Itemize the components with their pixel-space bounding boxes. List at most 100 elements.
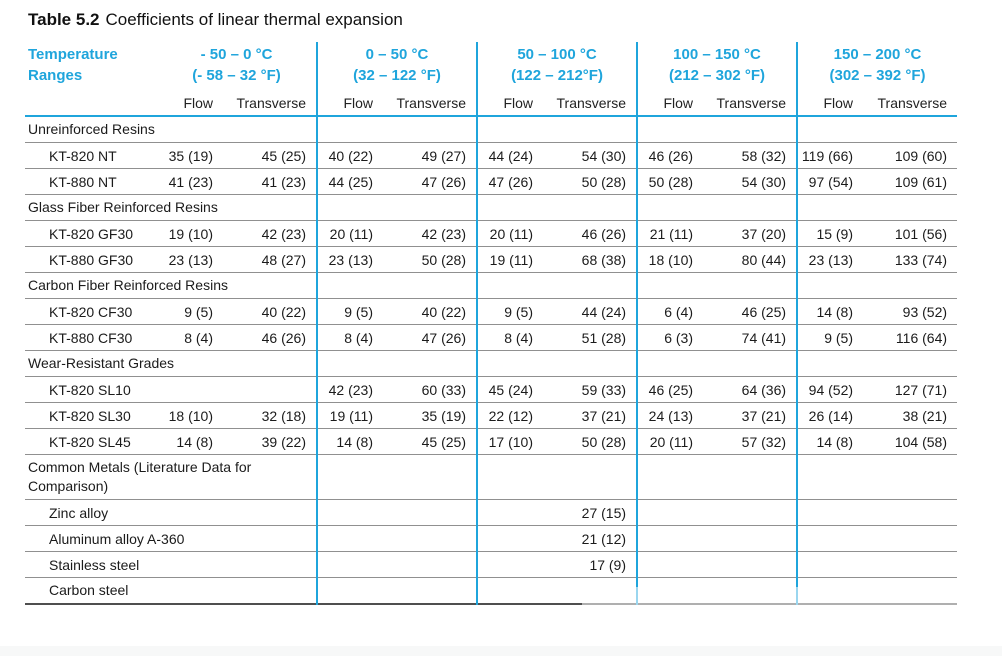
empty-cell <box>863 116 957 143</box>
value-cell: 45 (24) <box>476 376 543 403</box>
group-row: Glass Fiber Reinforced Resins <box>25 194 958 221</box>
value-cell: 116 (64) <box>895 329 948 346</box>
empty-cell <box>383 455 477 500</box>
value-cell <box>383 578 477 604</box>
temp-range-header: - 50 – 0 °C (- 58 – 32 °F) <box>157 42 317 92</box>
value-cell: 8 (4) <box>476 324 543 351</box>
subcol-header-flow: Flow <box>316 92 383 116</box>
value-cell: 18 (10) <box>636 246 704 273</box>
value-cell: 40 (22) <box>316 142 383 169</box>
empty-cell <box>383 195 477 221</box>
value-cell: 42 (23) <box>421 225 466 242</box>
empty-cell <box>636 350 704 377</box>
empty-cell <box>383 351 477 377</box>
value-cell: 9 (5) <box>796 324 864 351</box>
value-cell: 20 (11) <box>476 220 543 247</box>
value-cell: 9 (5) <box>184 303 213 320</box>
value-cell: 27 (15) <box>581 504 627 521</box>
row-label: KT-820 NT <box>49 147 117 164</box>
value-cell: 42 (23) <box>316 376 383 403</box>
value-cell: 94 (52) <box>796 376 864 403</box>
value-cell: 57 (32) <box>741 433 787 450</box>
range-celsius: - 50 – 0 °C <box>200 46 273 63</box>
empty-cell <box>316 116 383 143</box>
value-cell: 6 (3) <box>636 324 704 351</box>
value-cell: 17 (10) <box>476 428 543 455</box>
value-cell: 54 (30) <box>581 147 627 164</box>
value-cell: 44 (24) <box>476 142 543 169</box>
empty-cell <box>863 351 957 377</box>
value-cell: 38 (21) <box>902 407 948 424</box>
value-cell <box>796 499 864 526</box>
empty-cell <box>383 116 477 143</box>
empty-cell <box>796 350 864 377</box>
temp-range-header: 0 – 50 °C (32 – 122 °F) <box>316 42 477 92</box>
row-label: Aluminum alloy A-360 <box>49 530 185 547</box>
value-cell: 46 (25) <box>636 376 704 403</box>
temperature-ranges-line2: Ranges <box>28 67 83 84</box>
empty-cell <box>316 454 383 500</box>
row-label: KT-820 SL10 <box>49 381 131 398</box>
value-cell <box>383 500 477 526</box>
value-cell: 23 (13) <box>168 251 213 268</box>
value-cell: 8 (4) <box>184 329 213 346</box>
value-cell <box>636 499 704 526</box>
value-cell <box>703 500 797 526</box>
value-cell: 17 (9) <box>589 556 627 573</box>
empty-cell <box>476 454 543 500</box>
temperature-ranges-line1: Temperature <box>28 46 118 63</box>
page-bottom-strip <box>0 646 1002 656</box>
header-subcolumn-row: Flow Transverse Flow Transverse Flow Transver… <box>25 92 957 116</box>
empty-cell <box>796 272 864 299</box>
value-cell: 50 (28) <box>421 251 466 268</box>
value-cell <box>703 526 797 552</box>
value-cell <box>383 552 477 578</box>
empty-cell <box>316 272 383 299</box>
value-cell: 9 (5) <box>316 298 383 325</box>
value-cell <box>476 577 543 604</box>
range-fahrenheit: (302 – 392 °F) <box>829 67 926 84</box>
value-cell: 46 (26) <box>581 225 627 242</box>
value-cell: 50 (28) <box>581 173 627 190</box>
value-cell <box>476 551 543 578</box>
group-row: Carbon Fiber Reinforced Resins <box>25 272 958 299</box>
group-label: Unreinforced Resins <box>28 121 155 137</box>
value-cell <box>223 552 317 578</box>
value-cell: 101 (56) <box>894 225 948 242</box>
value-cell: 19 (11) <box>316 402 383 429</box>
value-cell: 26 (14) <box>796 402 864 429</box>
value-cell: 46 (26) <box>636 142 704 169</box>
subcol-header-transverse: Transverse <box>556 95 627 111</box>
value-cell: 37 (21) <box>741 407 787 424</box>
row-label: Stainless steel <box>49 556 140 573</box>
table-title: Table 5.2 Coefficients of linear thermal … <box>28 8 1002 32</box>
value-cell: 6 (4) <box>636 298 704 325</box>
row-label: Carbon steel <box>49 582 129 599</box>
value-cell <box>703 578 797 604</box>
value-cell: 45 (25) <box>261 147 306 164</box>
value-cell: 51 (28) <box>581 329 627 346</box>
value-cell: 14 (8) <box>796 298 864 325</box>
value-cell: 35 (19) <box>421 407 466 424</box>
range-celsius: 150 – 200 °C <box>833 46 922 63</box>
empty-cell <box>636 116 704 143</box>
value-cell <box>383 526 477 552</box>
value-cell: 19 (11) <box>476 246 543 273</box>
value-cell <box>476 499 543 526</box>
value-cell: 39 (22) <box>261 433 306 450</box>
value-cell: 23 (13) <box>316 246 383 273</box>
empty-cell <box>863 195 957 221</box>
range-fahrenheit: (122 – 212°F) <box>511 67 603 84</box>
table-row: KT-880 NT 41 (23) 41 (23) 44 (25) 47 (26) 47 … <box>25 168 958 195</box>
empty-cell <box>636 194 704 221</box>
value-cell: 40 (22) <box>421 303 466 320</box>
value-cell <box>223 578 317 604</box>
value-cell <box>157 500 223 526</box>
value-cell: 80 (44) <box>741 251 787 268</box>
subcol-header-transverse: Transverse <box>396 95 466 111</box>
value-cell <box>223 526 317 552</box>
empty-cell <box>476 194 543 221</box>
subcol-header-transverse: Transverse <box>236 95 306 111</box>
table-header: Temperature Ranges - 50 – 0 °C (- 58 – 32… <box>25 42 958 116</box>
value-cell <box>223 377 317 403</box>
